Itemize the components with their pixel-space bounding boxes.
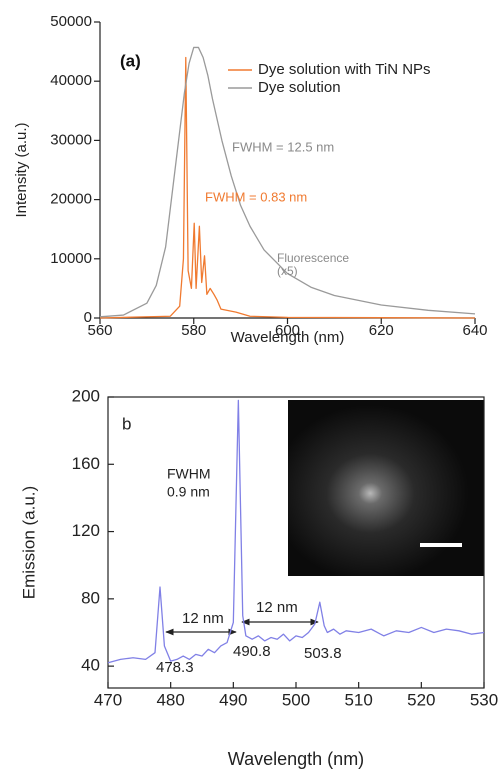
y-tick-label: 200 [72, 386, 100, 405]
x-tick-label: 530 [470, 690, 498, 709]
x-tick-label: 600 [275, 322, 300, 339]
y-tick-label: 80 [81, 588, 100, 607]
y-tick-label: 20000 [50, 191, 92, 208]
y-tick-label: 0 [84, 309, 92, 326]
annotation: 503.8 [304, 645, 342, 662]
x-tick-label: 620 [369, 322, 394, 339]
x-tick-label: 580 [181, 322, 206, 339]
y-tick-label: 40000 [50, 72, 92, 89]
inset-image [288, 400, 484, 576]
annotation: FWHM = 0.83 nm [205, 189, 307, 204]
annotation: Fluorescence [277, 251, 349, 265]
series-line [107, 399, 485, 664]
y-axis-label: Intensity (a.u.) [13, 122, 30, 217]
series-line [99, 56, 476, 319]
y-tick-label: 50000 [50, 13, 92, 30]
y-tick-label: 120 [72, 521, 100, 540]
series-line [99, 46, 476, 318]
x-tick-label: 520 [407, 690, 435, 709]
x-tick-label: 510 [344, 690, 372, 709]
annotation: 490.8 [233, 643, 271, 660]
annotation: 12 nm [256, 599, 298, 616]
y-tick-label: 10000 [50, 250, 92, 267]
x-tick-label: 560 [87, 322, 112, 339]
annotation: 478.3 [156, 659, 194, 676]
legend-label: Dye solution [258, 79, 341, 96]
annotation: b [122, 414, 131, 433]
annotation: (x5) [277, 264, 298, 278]
legend-label: Dye solution with TiN NPs [258, 61, 431, 78]
y-tick-label: 40 [81, 656, 100, 675]
annotation: FWHM = 12.5 nm [232, 139, 334, 154]
x-tick-label: 640 [462, 322, 487, 339]
x-tick-label: 490 [219, 690, 247, 709]
y-axis-label: Emission (a.u.) [19, 486, 38, 599]
y-tick-label: 160 [72, 454, 100, 473]
x-tick-label: 500 [282, 690, 310, 709]
panel: 560 580 600 620 640 0 10000 20000 30000 40000 5000… [13, 13, 488, 346]
annotation: 0.9 nm [167, 484, 210, 500]
annotation: (a) [120, 51, 141, 70]
panel: 470 480 490 500 510 520 530 40 80 120 160 200 Wavele… [19, 386, 498, 768]
y-tick-label: 30000 [50, 131, 92, 148]
annotation: FWHM [167, 466, 211, 482]
x-axis-label: Wavelength (nm) [231, 329, 345, 346]
x-tick-label: 480 [156, 690, 184, 709]
x-axis-label: Wavelength (nm) [228, 749, 364, 769]
annotation: 12 nm [182, 610, 224, 627]
inset-photo [288, 400, 484, 576]
x-tick-label: 470 [94, 690, 122, 709]
